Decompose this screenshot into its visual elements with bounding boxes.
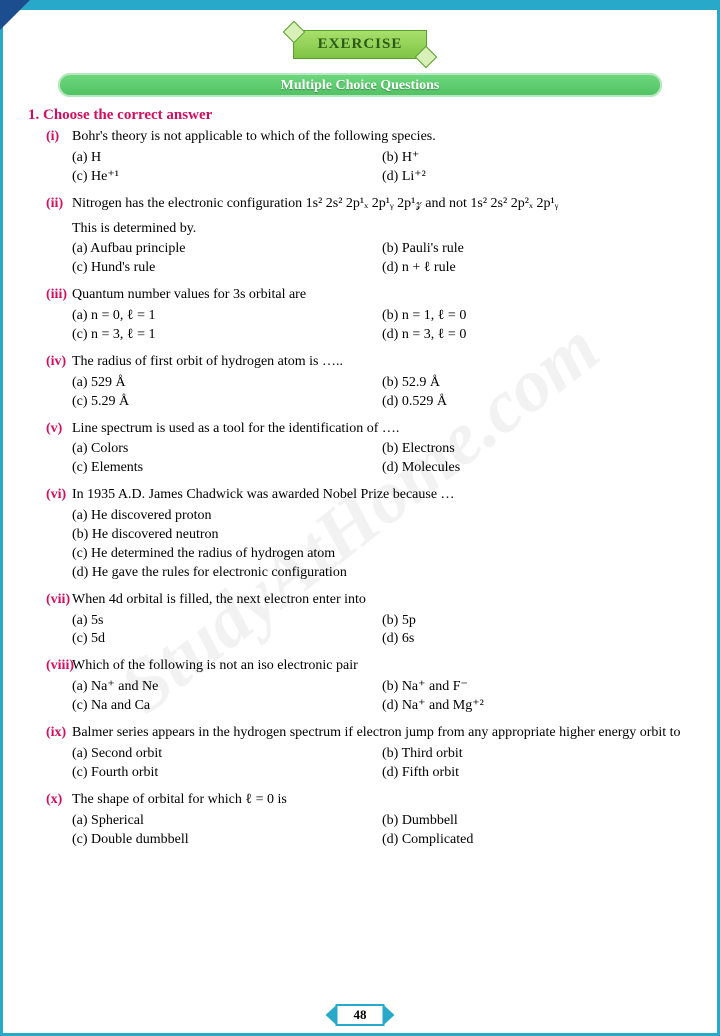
question-vi: (vi)In 1935 A.D. James Chadwick was awar… [28, 486, 692, 582]
opt-b: (b) Dumbbell [382, 812, 692, 831]
opt-d: (d) He gave the rules for electronic con… [72, 564, 692, 583]
opt-a: (a) Na⁺ and Ne [72, 678, 382, 697]
mcq-heading: Multiple Choice Questions [281, 78, 440, 93]
qnum: (x) [28, 791, 72, 850]
qtext: When 4d orbital is filled, the next elec… [72, 591, 692, 610]
opt-b: (b) Pauli's rule [382, 240, 692, 259]
question-ii: (ii)Nitrogen has the electronic configur… [28, 195, 692, 279]
page-content: EXERCISE Multiple Choice Questions 1. Ch… [0, 0, 720, 849]
opt-c: (c) Double dumbbell [72, 831, 382, 850]
opt-a: (a) He discovered proton [72, 507, 692, 526]
opt-c: (c) He determined the radius of hydrogen… [72, 545, 692, 564]
opt-b: (b) 52.9 Å [382, 374, 692, 393]
qnum: (vii) [28, 591, 72, 650]
qtext: Line spectrum is used as a tool for the … [72, 420, 692, 439]
qtext: Nitrogen has the electronic configuratio… [72, 195, 692, 214]
opt-d: (d) n = 3, ℓ = 0 [382, 326, 692, 345]
opt-a: (a) n = 0, ℓ = 1 [72, 307, 382, 326]
qnum: (iii) [28, 286, 72, 345]
qnum: (i) [28, 128, 72, 187]
qtext: Quantum number values for 3s orbital are [72, 286, 692, 305]
qnum: (ix) [28, 724, 72, 783]
page-number: 48 [336, 1004, 385, 1026]
question-x: (x)The shape of orbital for which ℓ = 0 … [28, 791, 692, 850]
opt-b: (b) n = 1, ℓ = 0 [382, 307, 692, 326]
opt-c: (c) Hund's rule [72, 259, 382, 278]
qnum: (iv) [28, 353, 72, 412]
opt-a: (a) Aufbau principle [72, 240, 382, 259]
qtext: The radius of first orbit of hydrogen at… [72, 353, 692, 372]
opt-a: (a) 529 Å [72, 374, 382, 393]
mcq-heading-bar: Multiple Choice Questions [58, 73, 662, 97]
exercise-badge: EXERCISE [293, 30, 428, 59]
question-ix: (ix)Balmer series appears in the hydroge… [28, 724, 692, 783]
qtext: Balmer series appears in the hydrogen sp… [72, 724, 692, 743]
question-i: (i)Bohr's theory is not applicable to wh… [28, 128, 692, 187]
qnum: (vi) [28, 486, 72, 582]
opt-d: (d) Li⁺² [382, 168, 692, 187]
question-v: (v)Line spectrum is used as a tool for t… [28, 420, 692, 479]
page-number-wrap: 48 [336, 1004, 385, 1026]
opt-d: (d) n + ℓ rule [382, 259, 692, 278]
opt-d: (d) Na⁺ and Mg⁺² [382, 697, 692, 716]
qtext: Bohr's theory is not applicable to which… [72, 128, 692, 147]
opt-b: (b) 5p [382, 612, 692, 631]
opt-a: (a) 5s [72, 612, 382, 631]
qnum: (viii) [28, 657, 72, 716]
qnum: (v) [28, 420, 72, 479]
opt-d: (d) Fifth orbit [382, 764, 692, 783]
opt-a: (a) H [72, 149, 382, 168]
qtext: The shape of orbital for which ℓ = 0 is [72, 791, 692, 810]
opt-b: (b) Electrons [382, 440, 692, 459]
opt-b: (b) Na⁺ and F⁻ [382, 678, 692, 697]
qtext: In 1935 A.D. James Chadwick was awarded … [72, 486, 692, 505]
qtext: Which of the following is not an iso ele… [72, 657, 692, 676]
opt-b: (b) Third orbit [382, 745, 692, 764]
opt-d: (d) Molecules [382, 459, 692, 478]
question-vii: (vii)When 4d orbital is filled, the next… [28, 591, 692, 650]
opt-c: (c) He⁺¹ [72, 168, 382, 187]
question-viii: (viii)Which of the following is not an i… [28, 657, 692, 716]
opt-c: (c) Na and Ca [72, 697, 382, 716]
question-iii: (iii)Quantum number values for 3s orbita… [28, 286, 692, 345]
qnum: (ii) [28, 195, 72, 279]
opt-c: (c) 5.29 Å [72, 393, 382, 412]
opt-a: (a) Spherical [72, 812, 382, 831]
opt-a: (a) Colors [72, 440, 382, 459]
opt-a: (a) Second orbit [72, 745, 382, 764]
opt-c: (c) 5d [72, 630, 382, 649]
choose-answer-heading: 1. Choose the correct answer [28, 107, 692, 124]
opt-b: (b) He discovered neutron [72, 526, 692, 545]
qsubtext: This is determined by. [72, 220, 692, 239]
question-iv: (iv) The radius of first orbit of hydrog… [28, 353, 692, 412]
opt-c: (c) Elements [72, 459, 382, 478]
opt-c: (c) n = 3, ℓ = 1 [72, 326, 382, 345]
opt-d: (d) 6s [382, 630, 692, 649]
opt-c: (c) Fourth orbit [72, 764, 382, 783]
opt-d: (d) Complicated [382, 831, 692, 850]
opt-b: (b) H⁺ [382, 149, 692, 168]
opt-d: (d) 0.529 Å [382, 393, 692, 412]
